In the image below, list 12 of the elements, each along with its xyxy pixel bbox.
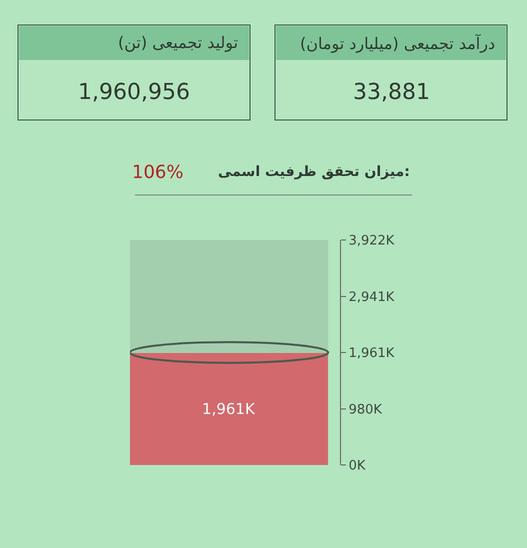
- chart-title: میزان تحقق ظرفیت اسمی:: [218, 164, 410, 180]
- text: تولید تجمیعی (تن): [118, 33, 238, 52]
- y-tick-label: 2,941K: [348, 290, 395, 305]
- y-tick-label: 3,922K: [348, 234, 395, 249]
- data-label: 1,961K: [202, 400, 256, 418]
- y-tick-label: 1,961K: [348, 346, 395, 362]
- text: 33,881: [353, 80, 430, 105]
- y-tick-label: 0K: [348, 458, 366, 474]
- text: 106%: [132, 162, 184, 183]
- text: 1,960,956: [78, 80, 190, 105]
- text: درآمد تجمیعی (میلیارد تومان): [300, 33, 496, 53]
- y-tick-label: 980K: [348, 402, 382, 418]
